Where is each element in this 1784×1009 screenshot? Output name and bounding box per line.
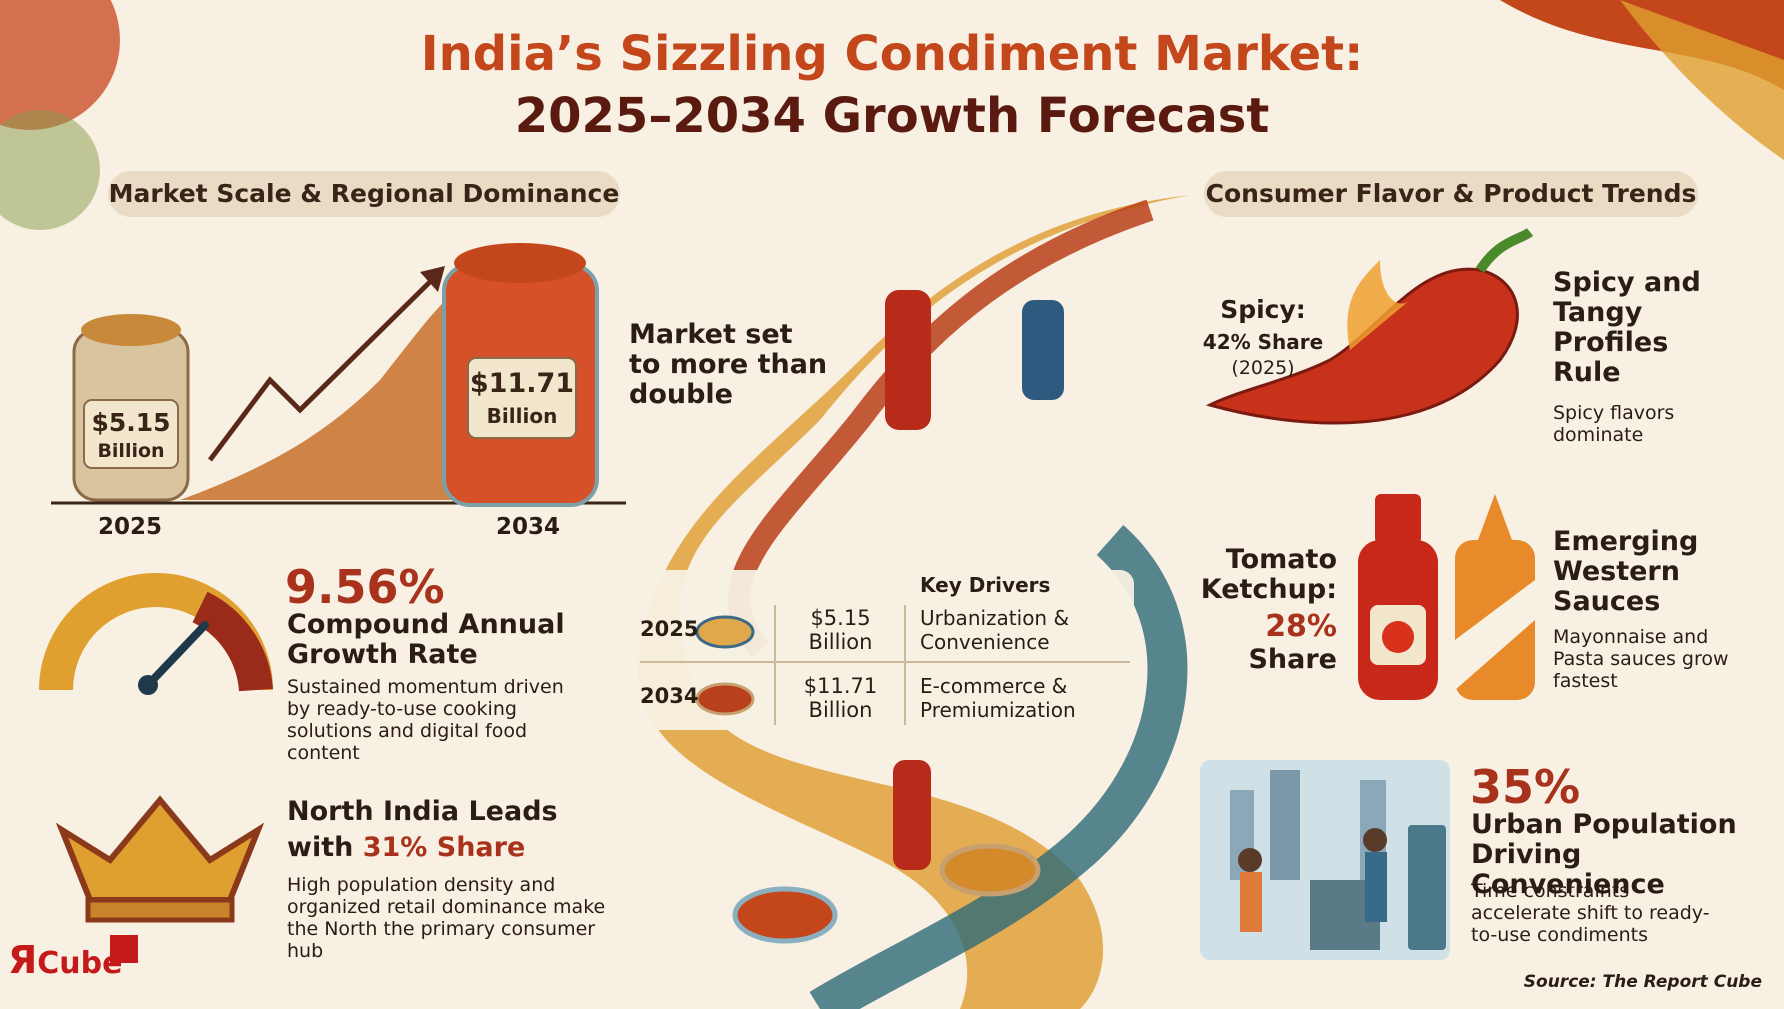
bowl-icon xyxy=(695,615,755,649)
person xyxy=(1363,828,1387,852)
bowl xyxy=(939,843,1041,897)
table-cell: 2025 xyxy=(640,617,699,641)
region-title: with 31% Share xyxy=(287,833,525,863)
source: Source: The Report Cube xyxy=(1523,972,1762,992)
year-label: 2025 xyxy=(98,514,163,540)
cagr-description: Sustained momentum driven by ready-to-us… xyxy=(287,676,564,764)
subtitle: 2025–2034 Growth Forecast xyxy=(514,88,1270,144)
cagr-label: Compound Annual Growth Rate xyxy=(287,609,565,670)
jar-lid xyxy=(81,314,181,346)
sauce-splash xyxy=(1500,0,1784,90)
swirl xyxy=(809,525,1188,1009)
gauge-arc xyxy=(192,591,273,692)
crown xyxy=(55,795,265,903)
section-heading: Market Scale & Regional Dominance xyxy=(108,171,620,217)
section-heading: Consumer Flavor & Product Trends xyxy=(1204,171,1698,217)
ketchup-title: Emerging Western Sauces xyxy=(1553,526,1699,617)
spicy-title: Spicy and Tangy Profiles Rule xyxy=(1553,267,1701,388)
region-prefix: with xyxy=(287,832,354,863)
title: India’s Sizzling Condiment Market: xyxy=(420,26,1364,82)
jar-lid xyxy=(454,243,586,283)
ketchup-share-word: Share xyxy=(1248,644,1337,675)
region-highlight: 31% Share xyxy=(362,832,526,863)
urban-description: Time constraints accelerate shift to rea… xyxy=(1471,880,1710,946)
tomato-icon xyxy=(1382,621,1414,653)
bowl xyxy=(732,886,838,944)
spicy-share: 42% Share xyxy=(1202,330,1324,354)
person xyxy=(1238,848,1262,872)
ketchup-share: 28% xyxy=(1265,609,1337,644)
ketchup-description: Mayonnaise and Pasta sauces grow fastest xyxy=(1553,626,1729,692)
jar-unit: Billion xyxy=(97,440,165,462)
spicy-year: (2025) xyxy=(1231,357,1295,379)
ketchup-neck xyxy=(1375,494,1421,544)
table-cell: $5.15 Billion xyxy=(808,606,873,654)
gauge-hub xyxy=(138,675,158,695)
cagr-value: 9.56% xyxy=(285,560,445,614)
bottle xyxy=(1022,300,1064,400)
person xyxy=(1365,852,1387,922)
table-panel xyxy=(634,570,1134,730)
flame xyxy=(1347,260,1410,350)
arrow-head xyxy=(420,266,445,292)
logo-cube xyxy=(110,935,138,963)
kitchen xyxy=(1200,760,1450,960)
urban-title: Urban Population Driving Convenience xyxy=(1471,809,1737,900)
spice-splash xyxy=(0,110,100,230)
jar-label xyxy=(83,399,179,469)
region-description: High population density and organized re… xyxy=(287,874,606,962)
jar-label xyxy=(467,357,577,439)
table-cell: $11.71 Billion xyxy=(803,674,878,722)
crown-base xyxy=(85,897,235,923)
sauce-splash xyxy=(1620,0,1784,160)
spicy-label: Spicy: xyxy=(1220,295,1306,324)
building xyxy=(1270,770,1300,880)
spicy-description: Spicy flavors dominate xyxy=(1553,402,1675,446)
ketchup-label: Tomato Ketchup: xyxy=(1200,544,1337,605)
table-cell: E-commerce & Premiumization xyxy=(920,674,1076,722)
sauce-wave xyxy=(180,280,470,500)
growth-arrow xyxy=(208,270,442,462)
table-header: Key Drivers xyxy=(920,573,1051,597)
urban-value: 35% xyxy=(1470,760,1581,814)
chili xyxy=(1205,267,1519,425)
logo: ЯCube xyxy=(8,938,122,982)
bowl-icon xyxy=(695,682,755,716)
person xyxy=(1240,872,1262,932)
chili-stem xyxy=(1475,227,1534,273)
fridge xyxy=(1408,825,1446,950)
year-label: 2034 xyxy=(496,514,561,540)
table-cell: Urbanization & Convenience xyxy=(920,606,1070,654)
scale-caption: Market set to more than double xyxy=(629,319,828,410)
swirl xyxy=(638,195,1190,1009)
bottle xyxy=(885,290,931,430)
sauce-nozzle xyxy=(1478,494,1512,540)
table-cell: 2034 xyxy=(640,684,699,708)
sauce-stripe xyxy=(1455,580,1535,690)
gauge-needle xyxy=(144,621,209,689)
jar-value: $5.15 xyxy=(91,408,171,437)
region-title: North India Leads xyxy=(287,796,558,827)
jar-value: $11.71 xyxy=(469,368,575,399)
logo-text: Cube xyxy=(37,946,123,981)
bottle xyxy=(893,760,931,870)
jar-unit: Billion xyxy=(486,404,558,428)
spice-splash xyxy=(0,0,120,130)
logo-mark: Я xyxy=(8,938,38,982)
